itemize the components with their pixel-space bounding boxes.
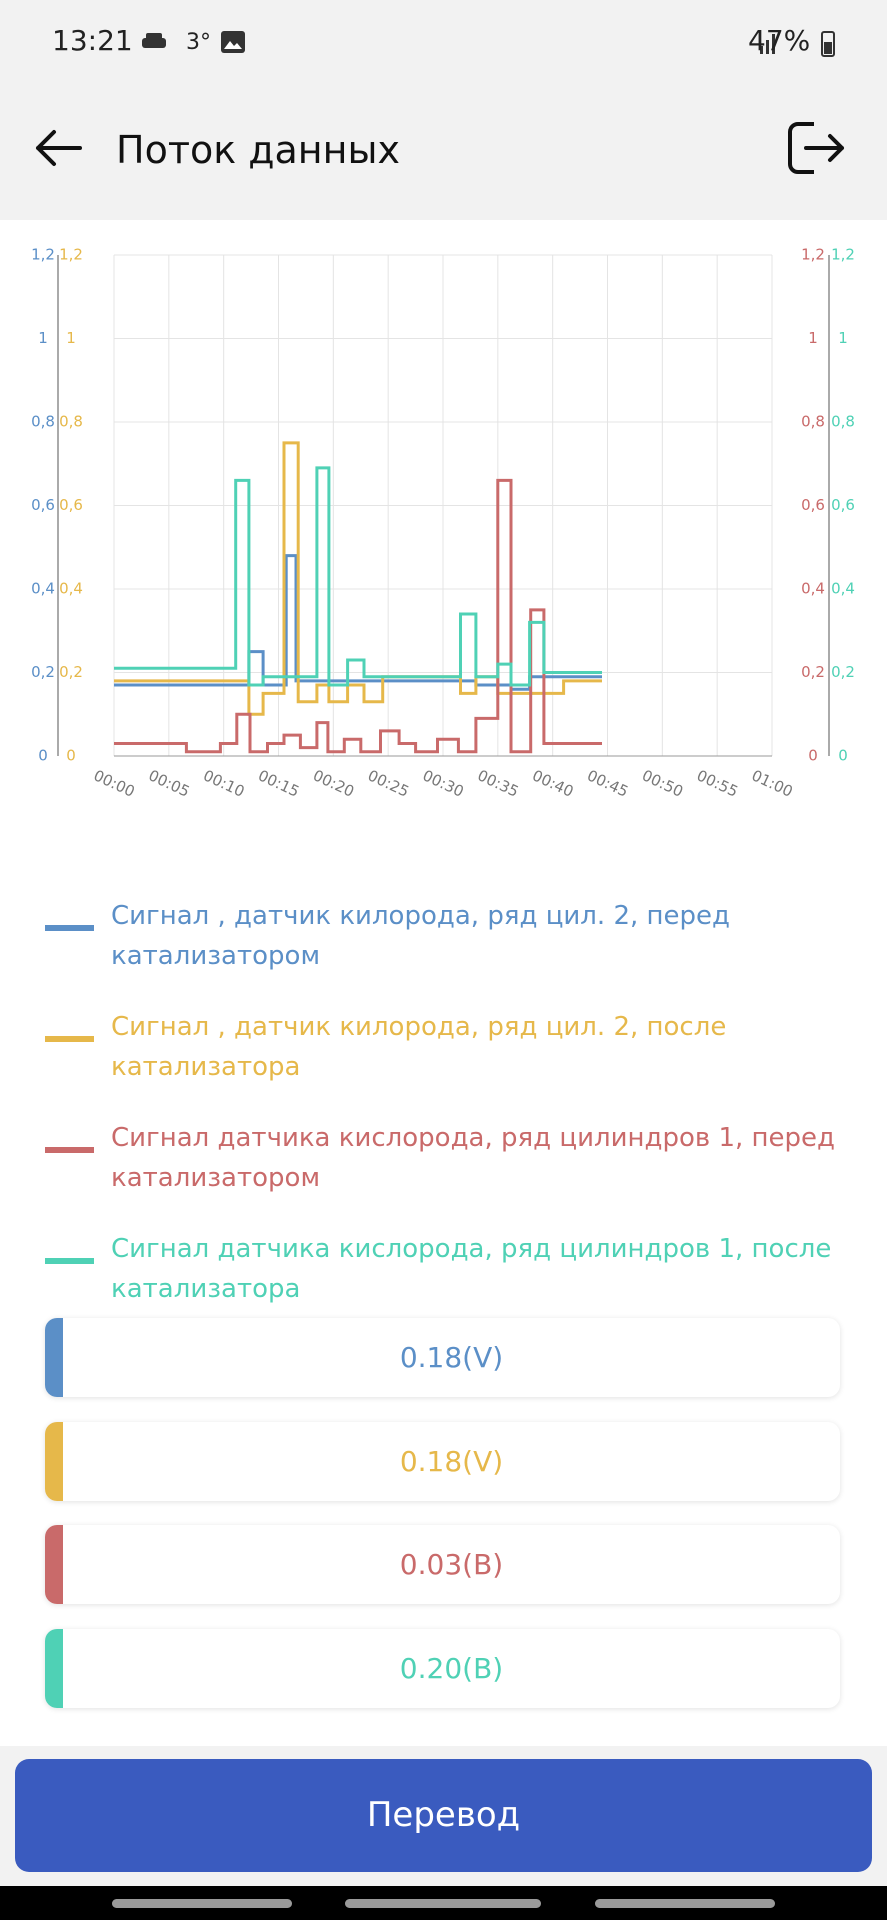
x-tick-label: 00:35 — [475, 766, 522, 801]
x-tick-label: 00:45 — [584, 766, 631, 801]
legend-marker — [45, 1258, 94, 1264]
status-bar: 13:21 3° 47% — [0, 0, 887, 86]
reading-value: 0.03(В) — [399, 1548, 504, 1581]
reading-color — [45, 1421, 63, 1501]
legend-label: Сигнал датчика кислорода, ряд цилиндров … — [111, 1234, 832, 1304]
y-tick-label: 1,2 — [59, 246, 83, 264]
y-tick-label: 0,2 — [59, 663, 83, 681]
x-tick-label: 00:05 — [146, 766, 193, 801]
x-tick-label: 00:55 — [694, 766, 741, 801]
y-tick-label: 0,8 — [831, 413, 855, 431]
legend-label: Сигнал , датчик килорода, ряд цил. 2, пе… — [111, 901, 730, 971]
y-tick-label: 1,2 — [31, 246, 55, 264]
y-tick-label: 0 — [808, 747, 818, 765]
y-tick-label: 1 — [838, 329, 848, 347]
y-tick-label: 1 — [38, 329, 48, 347]
x-tick-label: 00:20 — [310, 766, 357, 801]
x-tick-label: 00:10 — [200, 766, 247, 801]
legend-label: Сигнал , датчик килорода, ряд цил. 2, по… — [111, 1012, 727, 1082]
x-tick-label: 00:30 — [420, 766, 467, 801]
y-tick-label: 1,2 — [831, 246, 855, 264]
legend-marker — [45, 1147, 94, 1153]
clock: 13:21 — [52, 24, 133, 57]
legend-marker — [45, 925, 94, 931]
y-tick-label: 0 — [838, 747, 848, 765]
reading-color — [45, 1628, 63, 1708]
y-tick-label: 0,4 — [31, 580, 55, 598]
y-tick-label: 0,2 — [31, 663, 55, 681]
y-tick-label: 0,8 — [59, 413, 83, 431]
signal-icons — [760, 34, 775, 54]
y-tick-label: 0,4 — [801, 580, 825, 598]
y-tick-label: 0,6 — [31, 496, 55, 514]
y-tick-label: 1 — [66, 329, 76, 347]
car-icon — [142, 33, 166, 48]
y-tick-label: 1,2 — [801, 246, 825, 264]
x-tick-label: 00:15 — [255, 766, 302, 801]
reading-value: 0.18(V) — [399, 1444, 504, 1478]
x-tick-label: 00:40 — [529, 766, 576, 801]
y-tick-label: 0,4 — [831, 580, 855, 598]
nav-pill — [595, 1899, 775, 1908]
y-tick-label: 1 — [808, 329, 818, 347]
legend-marker — [45, 1036, 94, 1042]
x-tick-label: 00:25 — [365, 766, 412, 801]
reading-card: 0.18(V) — [45, 1421, 840, 1501]
chart: 0 0 0 00,2 0,2 0,2 0,20,4 0,4 0,4 0,40,6 0,6 0,6 0,6… — [31, 246, 855, 801]
nav-pill — [345, 1899, 541, 1908]
exit-button[interactable] — [784, 118, 848, 178]
y-tick-label: 0,4 — [59, 580, 83, 598]
series-line — [114, 478, 602, 754]
y-tick-label: 0,8 — [801, 413, 825, 431]
reading-value: 0.18(V) — [399, 1341, 504, 1374]
reading-card: 0.20(В) — [45, 1628, 840, 1708]
battery-icon — [821, 31, 835, 57]
series-line — [114, 554, 602, 691]
app-bar: Поток данных — [0, 86, 887, 220]
y-tick-label: 0,8 — [31, 413, 55, 431]
x-tick-label: 01:00 — [749, 766, 796, 801]
y-tick-label: 0,2 — [831, 663, 855, 681]
image-icon — [221, 31, 245, 53]
series-line — [114, 466, 602, 687]
reading-value: 0.20(В) — [399, 1651, 504, 1685]
legend-label: Сигнал датчика кислорода, ряд цилиндров … — [111, 1123, 836, 1193]
y-tick-label: 0 — [66, 747, 76, 765]
reading-card: 0.18(V) — [45, 1318, 840, 1397]
reading-color — [45, 1318, 63, 1397]
reading-card: 0.03(В) — [45, 1525, 840, 1604]
temperature: 3° — [186, 30, 211, 55]
y-tick-label: 0,6 — [59, 496, 83, 514]
x-tick-label: 00:00 — [91, 766, 138, 801]
y-tick-label: 0,6 — [831, 496, 855, 514]
x-tick-label: 00:50 — [639, 766, 686, 801]
translate-button[interactable]: Перевод — [15, 1759, 872, 1872]
battery-level: 47% — [748, 24, 811, 57]
back-button[interactable] — [32, 126, 84, 170]
y-tick-label: 0,6 — [801, 496, 825, 514]
y-tick-label: 0 — [38, 747, 48, 765]
navigation-bar — [0, 1886, 887, 1920]
content: 0 0 0 0 0,2 0,2 0,2 0,2 0,4 0,4 0,4 0,4 0,6 0,6 0,6 0,6… — [0, 220, 887, 1746]
screen-title: Поток данных — [116, 128, 400, 172]
nav-pill — [112, 1899, 292, 1908]
y-tick-label: 0,2 — [801, 663, 825, 681]
reading-color — [45, 1525, 63, 1604]
